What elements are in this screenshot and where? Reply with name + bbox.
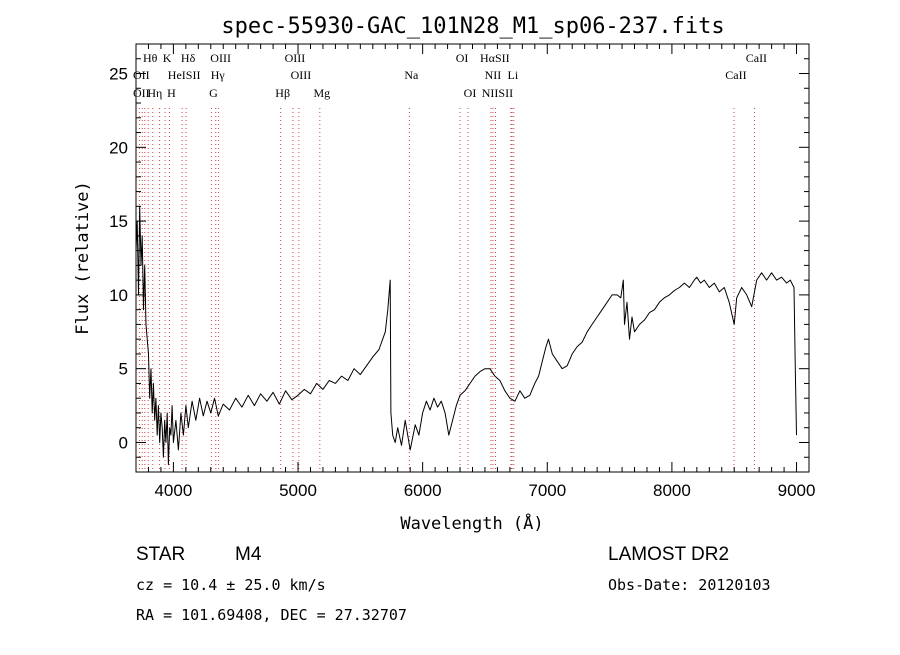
plot-frame: [135, 43, 810, 473]
spectral-line-label: NII: [485, 68, 502, 82]
spectral-line-label: Hβ: [275, 86, 290, 100]
spectral-line-label: Hθ: [143, 51, 158, 65]
spectral-line-label: Na: [404, 68, 419, 82]
x-axis: 4000 5000 6000 7000 8000 9000: [135, 44, 816, 500]
y-axis-label: Flux (relative): [73, 181, 93, 335]
spectral-line-label: CaII: [725, 68, 746, 82]
spectral-line-label: Mg: [313, 86, 330, 100]
x-tick-label: 6000: [404, 481, 442, 500]
x-axis-label: Wavelength (Å): [400, 512, 543, 534]
y-tick-label: 20: [109, 138, 128, 157]
y-axis: 0 5 10 15 20 25: [109, 43, 809, 473]
spectral-line-label: OIII: [210, 51, 231, 65]
spectral-line-label: Hδ: [181, 51, 196, 65]
line-label-group: Hθ K Hδ OIII OIII OI HαSII CaII OII HeISII Hγ OIII N…: [133, 51, 767, 100]
spectrum-line: [135, 205, 797, 466]
spectral-line-label: Li: [508, 68, 519, 82]
spectral-line-label: G: [209, 86, 218, 100]
survey-name: LAMOST DR2: [608, 544, 729, 565]
object-type: STAR: [136, 544, 185, 565]
chart-title: spec-55930-GAC_101N28_M1_sp06-237.fits: [221, 14, 724, 39]
y-tick-label: 5: [119, 360, 128, 379]
x-tick-label: 9000: [778, 481, 816, 500]
spectral-line-label: Hγ: [211, 68, 226, 82]
spectral-line-label: K: [163, 51, 172, 65]
x-tick-label: 4000: [154, 481, 192, 500]
y-tick-label: 10: [109, 286, 128, 305]
x-tick-label: 5000: [279, 481, 317, 500]
observation-date: Obs-Date: 20120103: [608, 576, 771, 594]
spectral-line-label: HeISII: [168, 68, 201, 82]
spectrum-series-group: [135, 205, 797, 466]
x-tick-label: 8000: [653, 481, 691, 500]
sky-coordinates: RA = 101.69408, DEC = 27.32707: [136, 606, 407, 624]
x-tick-label: 7000: [528, 481, 566, 500]
spectral-line-label: NIISII: [482, 86, 513, 100]
spectral-line-label: OII: [133, 86, 150, 100]
spectral-line-label: OII: [133, 68, 150, 82]
spectral-subclass: M4: [235, 544, 262, 565]
spectral-line-label: Hη: [147, 86, 162, 100]
spectral-line-label: OIII: [291, 68, 312, 82]
y-tick-label: 25: [109, 65, 128, 84]
spectral-line-label: OI: [464, 86, 477, 100]
y-tick-label: 15: [109, 212, 128, 231]
y-tick-label: 0: [119, 433, 128, 452]
spectral-line-label: H: [167, 86, 176, 100]
spectral-line-label: HαSII: [480, 51, 510, 65]
spectral-line-label: CaII: [746, 51, 767, 65]
spectral-line-label: OI: [456, 51, 469, 65]
spectral-line-label: OIII: [285, 51, 306, 65]
redshift-velocity: cz = 10.4 ± 25.0 km/s: [136, 576, 326, 594]
line-marker-group: [138, 108, 755, 472]
